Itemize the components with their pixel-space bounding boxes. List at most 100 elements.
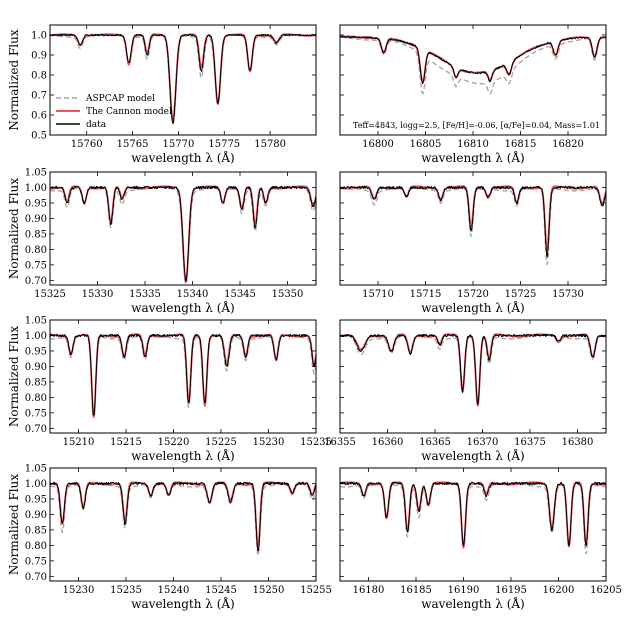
- y-tick-label: 0.70: [25, 572, 47, 583]
- panel-8: 16180 16185 16190 16195 16200 16205 wavelength…: [339, 467, 622, 611]
- x-tick-label: 15335: [129, 289, 161, 300]
- x-tick-label: 16180: [353, 585, 385, 596]
- panel-6: 16355 16360 16365 16370 16375 16380 wavelength…: [324, 319, 607, 463]
- x-tick-label: 15250: [253, 585, 285, 596]
- x-tick-label: 16195: [495, 585, 527, 596]
- x-tick-label: 15710: [362, 289, 394, 300]
- x-axis-label: wavelength λ (Å): [131, 150, 234, 165]
- series-group: [340, 35, 606, 95]
- y-tick-label: 0.85: [25, 377, 47, 388]
- y-tick-label: 0.75: [25, 408, 47, 419]
- panel-2: 16800 16805 16810 16815 16820 wavelength λ (Å…: [339, 24, 607, 165]
- panel-5: 15210 15215 15220 15225 15230 15235 0.70 0.75 0.…: [7, 316, 332, 464]
- x-tick-label: 16365: [419, 437, 451, 448]
- y-tick-label: 1.00: [25, 331, 47, 342]
- y-tick-label: 0.90: [25, 214, 47, 225]
- x-axis-label: wavelength λ (Å): [421, 150, 524, 165]
- x-axis-label: wavelength λ (Å): [421, 448, 524, 463]
- panel-frame: [49, 467, 317, 582]
- x-tick-label: 15330: [82, 289, 114, 300]
- x-tick-label: 16380: [562, 437, 594, 448]
- y-tick-label: 0.8: [31, 71, 47, 82]
- x-tick-label: 15725: [505, 289, 537, 300]
- x-tick-label: 16190: [448, 585, 480, 596]
- legend-label: The Cannon model: [86, 107, 172, 117]
- x-tick-label: 15230: [63, 585, 95, 596]
- legend-label: ASPCAP model: [85, 94, 155, 104]
- x-tick-label: 16355: [324, 437, 356, 448]
- x-tick-label: 15230: [253, 437, 285, 448]
- data-line: [340, 35, 606, 85]
- y-tick-label: 1.0: [31, 31, 47, 42]
- data-line: [340, 481, 606, 547]
- x-tick-label: 16805: [410, 139, 442, 150]
- y-tick-label: 0.75: [25, 260, 47, 271]
- panel-frame: [49, 24, 317, 136]
- y-tick-label: 1.05: [25, 464, 47, 475]
- y-tick-label: 0.80: [25, 245, 47, 256]
- x-tick-label: 16800: [362, 139, 394, 150]
- y-axis-label: Normalized Flux: [7, 178, 21, 279]
- y-tick-label: 1.05: [25, 316, 47, 327]
- panel-frame: [49, 319, 317, 434]
- y-tick-label: 0.75: [25, 556, 47, 567]
- y-tick-label: 0.80: [25, 541, 47, 552]
- x-tick-label: 16185: [400, 585, 432, 596]
- x-tick-label: 15225: [205, 437, 237, 448]
- series-group: [50, 333, 316, 419]
- x-tick-label: 15235: [110, 585, 142, 596]
- data-line: [340, 333, 606, 405]
- x-axis-label: wavelength λ (Å): [131, 448, 234, 463]
- x-tick-label: 15235: [300, 437, 332, 448]
- y-tick-label: 0.80: [25, 393, 47, 404]
- y-axis-label: Normalized Flux: [7, 29, 21, 130]
- data-line: [50, 481, 316, 552]
- x-tick-label: 16200: [543, 585, 575, 596]
- series-group: [340, 481, 606, 555]
- x-tick-label: 15780: [254, 139, 286, 150]
- data-line: [340, 185, 606, 258]
- x-tick-label: 15765: [117, 139, 149, 150]
- panel-7: 15230 15235 15240 15245 15250 15255 0.70 0.75 0.…: [7, 464, 332, 612]
- x-tick-label: 16205: [590, 585, 622, 596]
- series-group: [50, 185, 316, 285]
- y-axis-label: Normalized Flux: [7, 326, 21, 427]
- series-group: [340, 185, 606, 266]
- y-tick-label: 1.00: [25, 183, 47, 194]
- x-tick-label: 15210: [63, 437, 95, 448]
- y-tick-label: 1.00: [25, 479, 47, 490]
- panel-frame: [49, 171, 317, 286]
- aspcap-model-line: [340, 186, 606, 266]
- x-tick-label: 16820: [552, 139, 584, 150]
- cannon-model-line: [50, 481, 316, 548]
- y-tick-label: 0.95: [25, 198, 47, 209]
- y-tick-label: 0.95: [25, 494, 47, 505]
- panel-1: 15760 15765 15770 15775 15780 0.5 0.6 0.7 0.8 0.9…: [7, 24, 317, 165]
- x-tick-label: 15340: [177, 289, 209, 300]
- x-tick-label: 15770: [163, 139, 195, 150]
- x-tick-label: 15730: [552, 289, 584, 300]
- x-tick-label: 15775: [208, 139, 240, 150]
- y-tick-label: 0.90: [25, 510, 47, 521]
- cannon-model-line: [50, 185, 316, 283]
- x-tick-label: 15345: [224, 289, 256, 300]
- x-axis-label: wavelength λ (Å): [421, 300, 524, 315]
- data-line: [50, 185, 316, 282]
- y-tick-label: 1.05: [25, 168, 47, 179]
- x-tick-label: 15760: [71, 139, 103, 150]
- panel-frame: [339, 467, 607, 582]
- y-tick-label: 0.70: [25, 276, 47, 287]
- x-tick-label: 16375: [514, 437, 546, 448]
- x-axis-label: wavelength λ (Å): [131, 596, 234, 611]
- x-tick-label: 16810: [457, 139, 489, 150]
- data-line: [50, 333, 316, 416]
- series-group: [50, 481, 316, 557]
- x-tick-label: 15245: [205, 585, 237, 596]
- x-tick-label: 16815: [505, 139, 537, 150]
- y-tick-label: 0.7: [31, 91, 47, 102]
- series-group: [340, 333, 606, 407]
- x-tick-label: 15720: [457, 289, 489, 300]
- x-tick-label: 15215: [110, 437, 142, 448]
- panel-frame: [339, 319, 607, 434]
- aspcap-model-line: [340, 36, 606, 95]
